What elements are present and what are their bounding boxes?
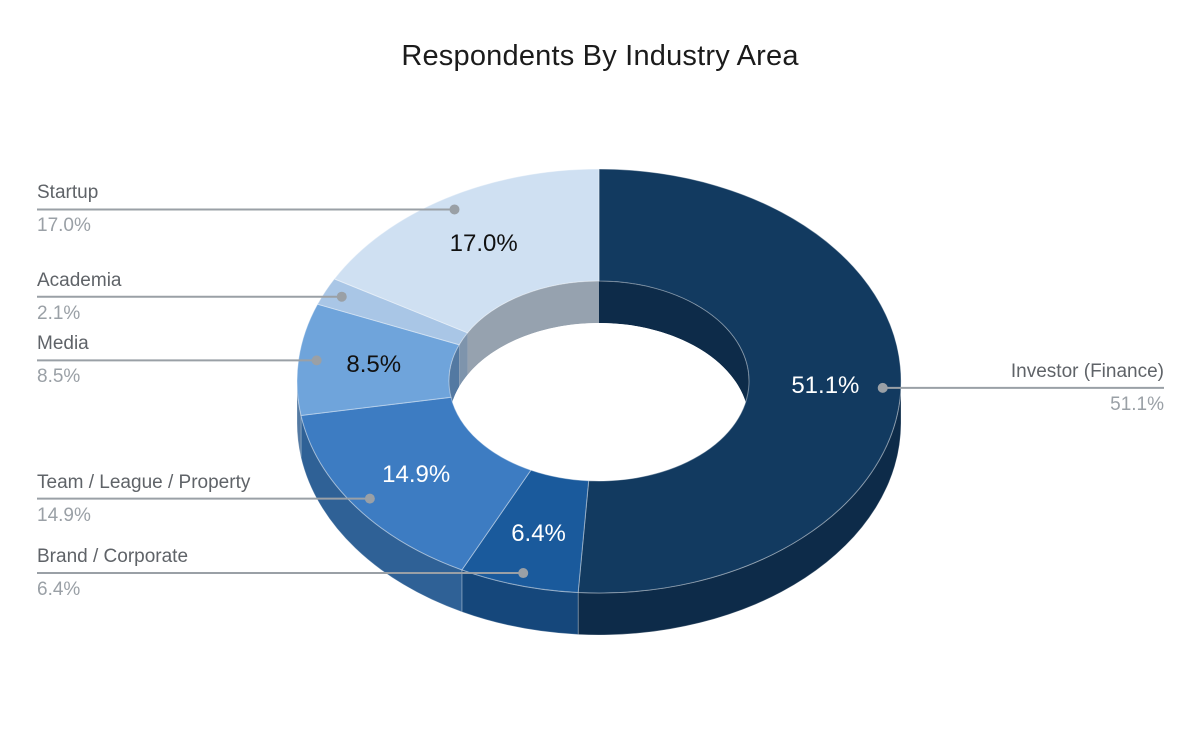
callout-dot-brand-corporate [518, 568, 529, 579]
callout-value-startup: 17.0% [37, 215, 91, 237]
slice-value-investor-finance: 51.1% [791, 372, 860, 400]
slice-investor-finance[interactable] [577, 168, 902, 594]
callout-value-academia: 2.1% [37, 302, 81, 324]
callout-dot-media [311, 355, 322, 366]
slice-value-brand-corporate: 6.4% [511, 520, 566, 548]
inner-wall-academia [459, 332, 468, 387]
donut-top-surface [296, 168, 902, 594]
callout-value-media: 8.5% [37, 366, 81, 388]
donut-hole-floor [452, 322, 746, 482]
slice-value-startup: 17.0% [449, 230, 518, 258]
slice-startup[interactable] [333, 168, 600, 334]
callout-dot-team-league-property [364, 493, 375, 504]
callout-dot-academia [336, 291, 347, 302]
inner-wall-investor-finance [599, 281, 749, 423]
callout-label-startup: Startup [37, 182, 99, 204]
callout-dot-investor-finance [877, 382, 888, 393]
callout-label-team-league-property: Team / League / Property [37, 471, 251, 493]
donut-side-walls [296, 380, 902, 636]
callout-label-academia: Academia [37, 269, 122, 291]
callout-label-media: Media [37, 333, 89, 355]
slice-value-media: 8.5% [346, 350, 402, 378]
slice-value-team-league-property: 14.9% [382, 460, 451, 488]
callout-value-team-league-property: 14.9% [37, 504, 91, 526]
chart-title: Respondents By Industry Area [401, 40, 799, 72]
callout-label-investor-finance: Investor (Finance) [1010, 360, 1164, 382]
callout-dot-startup [449, 204, 460, 215]
slice-brand-corporate[interactable] [461, 469, 590, 594]
inner-wall-startup [467, 281, 599, 375]
slice-media[interactable] [296, 303, 460, 417]
callout-value-investor-finance: 51.1% [1110, 393, 1164, 415]
callout-value-brand-corporate: 6.4% [37, 579, 81, 601]
callout-label-brand-corporate: Brand / Corporate [37, 546, 189, 568]
slice-team-league-property[interactable] [300, 396, 532, 571]
callout-lines [37, 204, 1164, 579]
